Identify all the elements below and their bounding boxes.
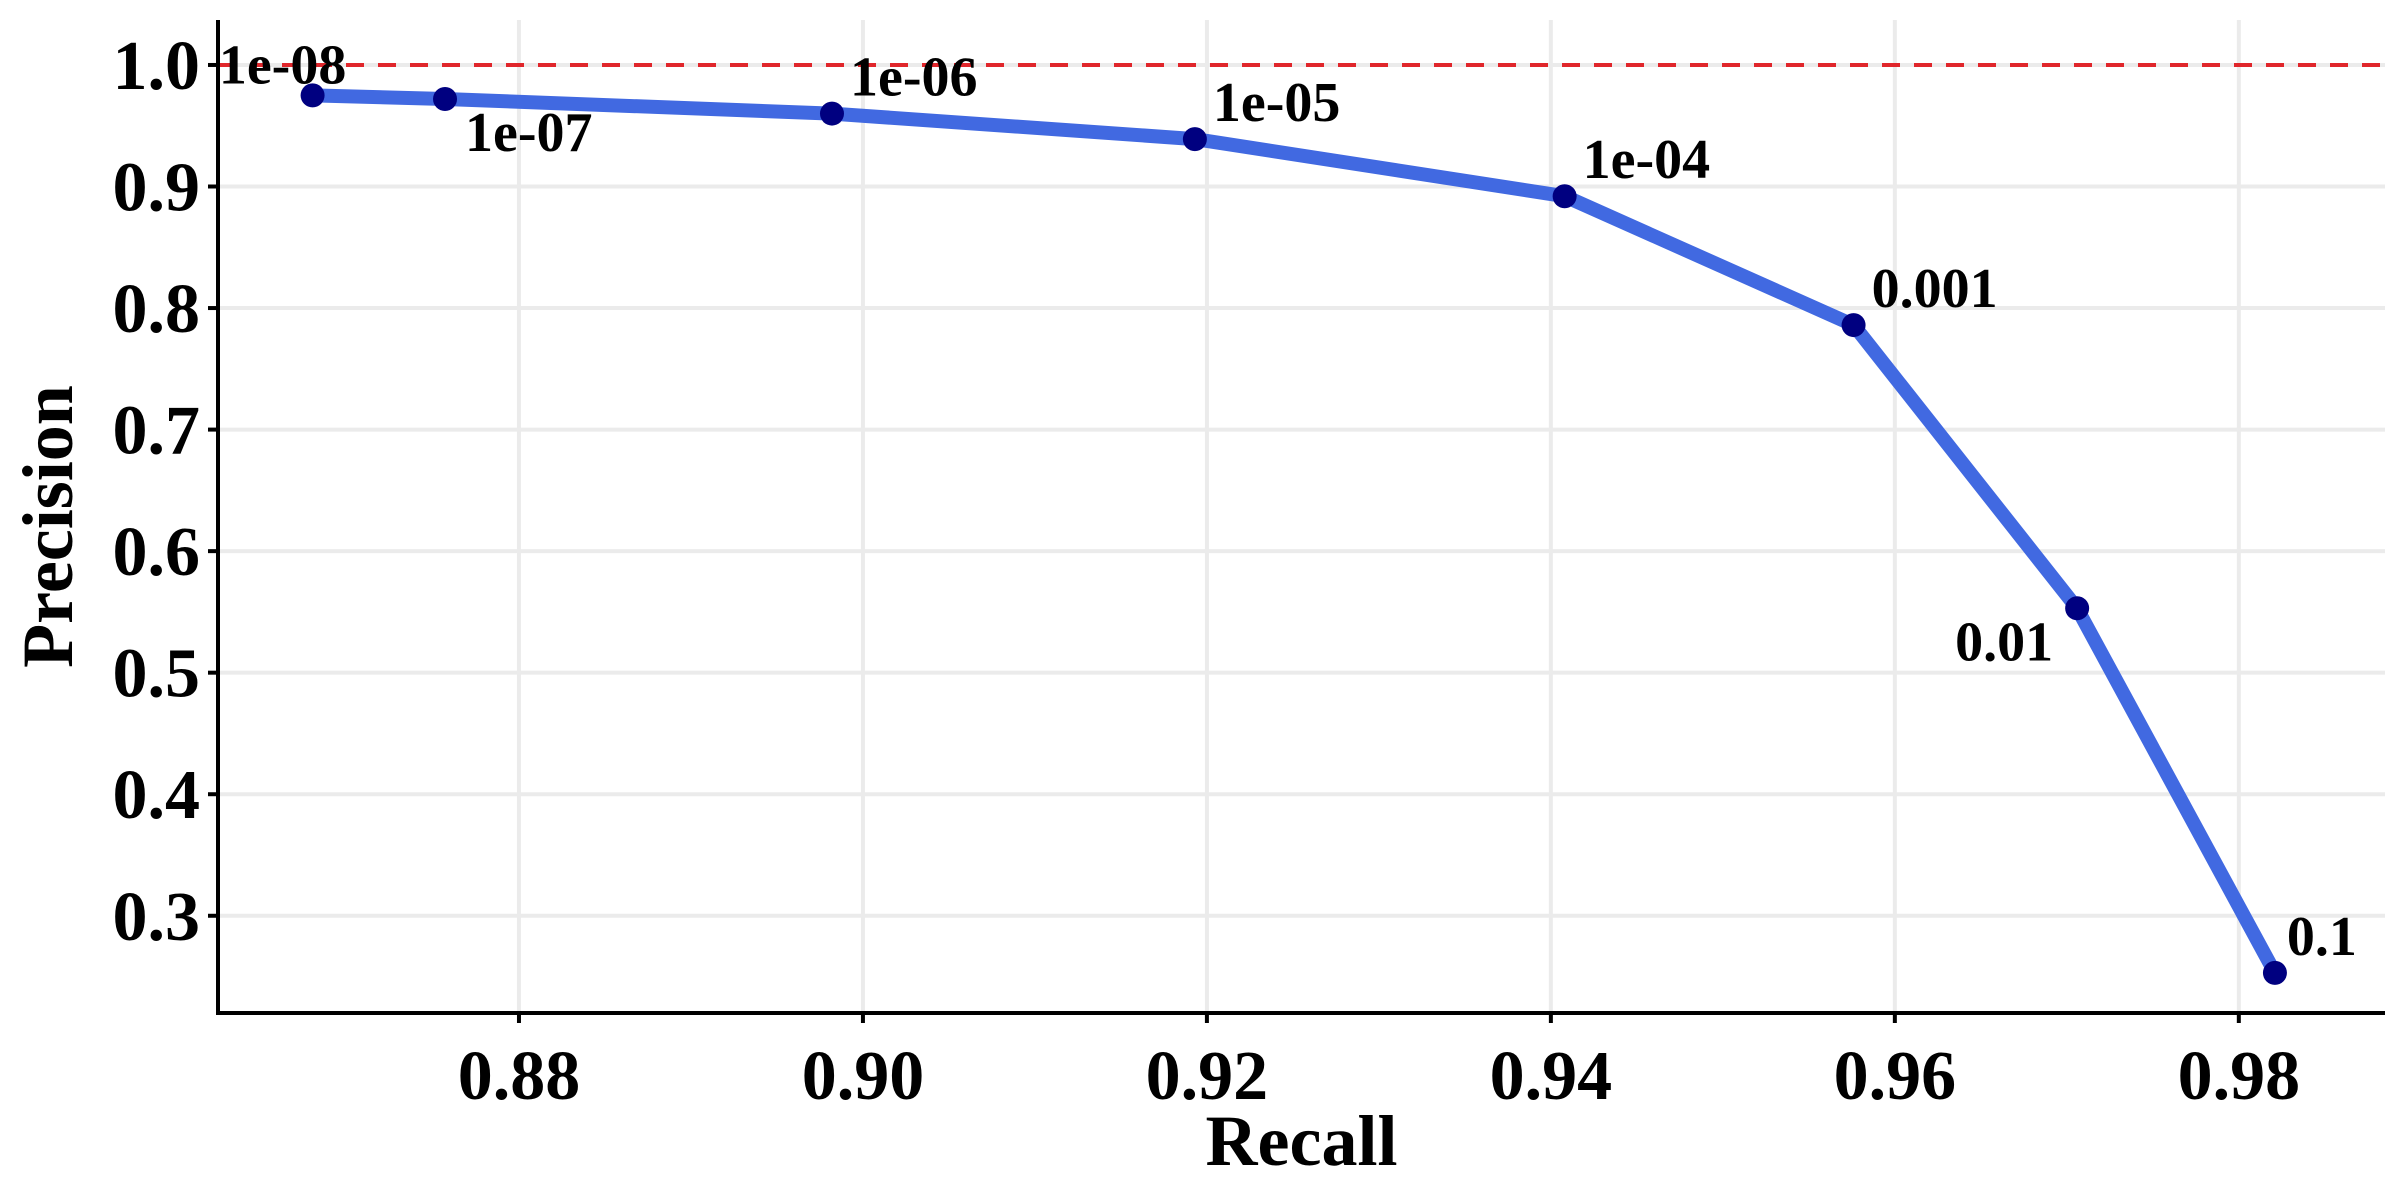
- x-axis-title: Recall: [1206, 1101, 1398, 1181]
- data-label: 0.1: [2287, 906, 2357, 968]
- data-point: [1552, 184, 1577, 209]
- data-point: [300, 83, 325, 108]
- data-label: 1e-08: [219, 34, 347, 96]
- x-tick-label: 0.90: [802, 1038, 925, 1115]
- label-layer: 1e-08 1e-07 1e-06 1e-05 1e-04 0.001 0.01 0.1: [219, 34, 2357, 968]
- x-tick-label: 0.92: [1146, 1038, 1269, 1115]
- data-point: [1182, 127, 1207, 152]
- y-axis-title: Precision: [8, 385, 88, 668]
- y-tick-label: 1.0: [113, 28, 201, 105]
- data-label: 1e-04: [1583, 129, 1711, 191]
- x-tick-label: 0.98: [2178, 1038, 2301, 1115]
- data-point: [819, 101, 844, 126]
- x-tick-label: 0.94: [1490, 1038, 1613, 1115]
- x-tick-label: 0.96: [1834, 1038, 1957, 1115]
- y-tick-label: 0.4: [113, 757, 201, 834]
- series-line: [305, 88, 2282, 980]
- data-label: 1e-07: [465, 102, 593, 164]
- grid-layer: [218, 20, 2385, 1013]
- series-layer: [300, 83, 2287, 985]
- y-tick-label: 0.3: [113, 879, 201, 956]
- y-tick-label: 0.8: [113, 271, 201, 348]
- axis-layer: 0.88 0.90 0.92 0.94 0.96 0.98 0.3 0.4 0.5 0.6 0.7 0…: [113, 20, 2385, 1115]
- y-tick-label: 0.7: [113, 393, 201, 470]
- data-point: [433, 87, 458, 112]
- data-point: [2262, 960, 2287, 985]
- data-point: [2065, 596, 2090, 621]
- data-label: 0.001: [1872, 258, 1998, 320]
- y-tick-label: 0.6: [113, 514, 201, 591]
- data-point: [1841, 313, 1866, 338]
- data-label: 0.01: [1955, 611, 2053, 673]
- data-label: 1e-05: [1213, 72, 1341, 134]
- data-label: 1e-06: [850, 47, 978, 109]
- y-tick-label: 0.9: [113, 150, 201, 227]
- x-tick-label: 0.88: [458, 1038, 581, 1115]
- y-tick-label: 0.5: [113, 636, 201, 713]
